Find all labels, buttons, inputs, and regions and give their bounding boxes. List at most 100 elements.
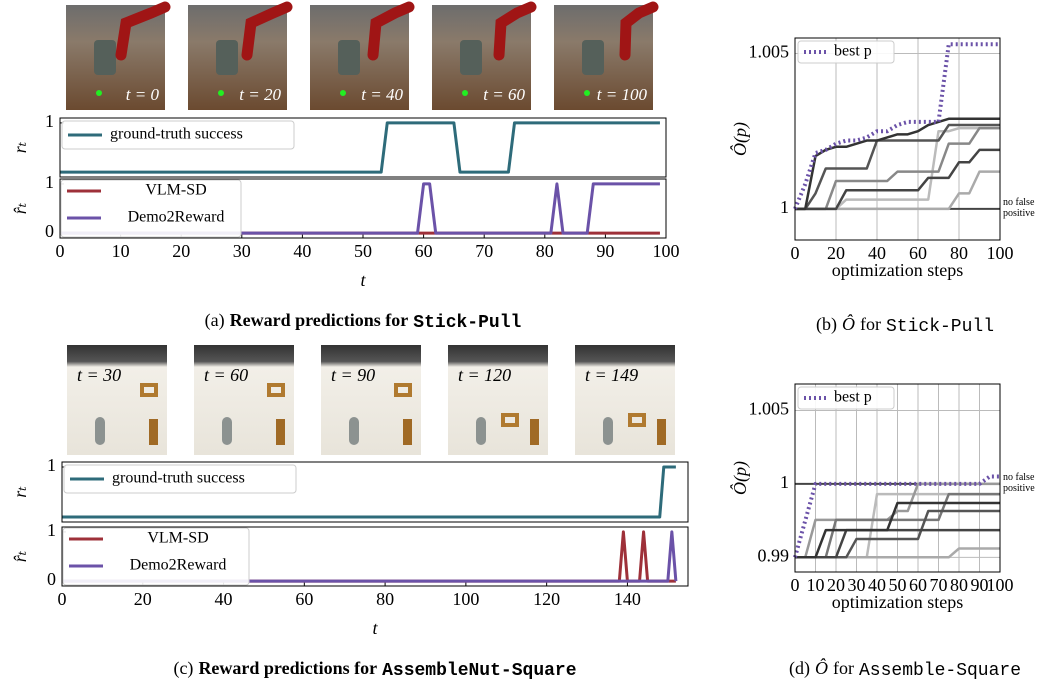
goal <box>462 90 468 96</box>
robot-arm <box>241 1 293 61</box>
frame-label: t = 20 <box>239 85 281 104</box>
frame-image: t = 20 <box>188 1 293 110</box>
series-line <box>62 530 678 583</box>
y-tick-label: 1.005 <box>749 42 790 62</box>
caption-part: for <box>833 658 854 678</box>
y-axis-label: rₜ <box>10 486 30 498</box>
reference-label: no false <box>1003 197 1035 208</box>
peg-square <box>149 419 158 445</box>
frame-label: t = 40 <box>361 85 403 104</box>
x-tick-label: 70 <box>930 575 948 595</box>
peg-square <box>657 419 666 445</box>
series-line <box>60 121 660 174</box>
nut <box>267 383 285 397</box>
legend-box <box>63 464 297 494</box>
frame-label: t = 60 <box>483 85 525 104</box>
series-line <box>795 126 1000 211</box>
peg-square <box>276 419 285 445</box>
peg-square <box>530 419 539 445</box>
x-tick-label: 90 <box>971 575 989 595</box>
peg-square <box>403 419 412 445</box>
x-tick-label: 100 <box>653 241 680 261</box>
series-line <box>795 148 1000 211</box>
y-axis-label: Ô(p) <box>729 461 751 495</box>
y-tick-label: 0 <box>45 221 54 241</box>
x-tick-label: 30 <box>848 575 866 595</box>
x-tick-label: 90 <box>596 241 614 261</box>
x-tick-label: 40 <box>215 589 233 609</box>
plot-frame <box>61 461 689 523</box>
x-tick-label: 20 <box>827 575 845 595</box>
y-axis-label: r̂ₜ <box>10 202 30 214</box>
series-line <box>793 42 1000 210</box>
legend: best p <box>797 40 895 64</box>
y-tick-label: 1 <box>47 520 56 540</box>
x-tick-label: 120 <box>533 589 560 609</box>
peg-round <box>222 417 232 445</box>
y-axis-label: rₜ <box>10 141 30 153</box>
caption-part: (b) <box>816 314 837 335</box>
y-tick-label: 1 <box>45 111 54 131</box>
caption-part: (d) <box>789 658 810 679</box>
x-tick-label: 10 <box>807 575 825 595</box>
x-tick-label: 80 <box>376 589 394 609</box>
y-tick-label: 1.005 <box>749 399 790 419</box>
caption-part: Stick-Pull <box>886 317 994 337</box>
x-tick-label: 80 <box>536 241 554 261</box>
caption-part: Stick-Pull <box>413 313 521 333</box>
y-tick-label: 0 <box>47 569 56 589</box>
nut <box>394 383 412 397</box>
legend-label: Demo2Reward <box>128 209 225 226</box>
caption-part: Ô <box>815 657 828 678</box>
x-tick-label: 10 <box>112 241 130 261</box>
nut <box>140 383 158 397</box>
legend-label: VLM-SD <box>147 530 208 547</box>
y-tick-label: 0.99 <box>758 545 790 565</box>
x-tick-label: 60 <box>295 589 313 609</box>
x-tick-label: 20 <box>827 243 845 263</box>
reference-label: no false <box>1003 472 1035 483</box>
x-tick-label: 40 <box>293 241 311 261</box>
plot-frame <box>59 178 667 239</box>
frame-label: t = 149 <box>585 365 638 385</box>
x-axis-label: optimization steps <box>832 260 963 280</box>
x-tick-label: 80 <box>950 243 968 263</box>
legend-box <box>62 527 250 586</box>
series-line <box>795 492 1000 559</box>
legend-label: VLM-SD <box>145 182 206 199</box>
x-tick-label: 40 <box>868 575 886 595</box>
mug <box>338 40 360 75</box>
legend-label: best p <box>834 389 872 406</box>
frame-label: t = 0 <box>126 85 160 104</box>
caption-part: for <box>860 314 881 334</box>
goal <box>218 90 224 96</box>
y-tick-label: 1 <box>45 172 54 192</box>
legend-label: ground-truth success <box>112 470 245 487</box>
series-line <box>795 501 1000 559</box>
x-tick-label: 100 <box>987 243 1014 263</box>
legend-box <box>797 40 895 64</box>
robot-arm <box>493 1 537 61</box>
caption-part: Ô <box>842 313 855 334</box>
x-tick-label: 60 <box>909 575 927 595</box>
x-tick-label: 0 <box>56 241 65 261</box>
x-tick-label: 100 <box>452 589 479 609</box>
robot-arm <box>619 1 659 61</box>
nut <box>628 413 646 427</box>
legend-box <box>60 179 242 238</box>
frame-image: t = 120 <box>448 345 548 455</box>
legend-label: Demo2Reward <box>130 557 227 574</box>
caption-part: AssembleNut-Square <box>382 661 576 681</box>
x-axis-label: t <box>360 270 366 290</box>
frame-image: t = 60 <box>432 1 537 110</box>
goal <box>340 90 346 96</box>
x-tick-label: 40 <box>868 243 886 263</box>
legend-label: ground-truth success <box>110 126 243 143</box>
x-tick-label: 30 <box>233 241 251 261</box>
caption: (c) Reward predictions for AssembleNut-Squ… <box>173 658 576 681</box>
x-tick-label: 0 <box>791 243 800 263</box>
x-tick-label: 100 <box>987 575 1014 595</box>
mug <box>460 40 482 75</box>
